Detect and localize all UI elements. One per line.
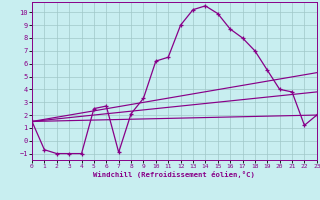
X-axis label: Windchill (Refroidissement éolien,°C): Windchill (Refroidissement éolien,°C) <box>93 171 255 178</box>
